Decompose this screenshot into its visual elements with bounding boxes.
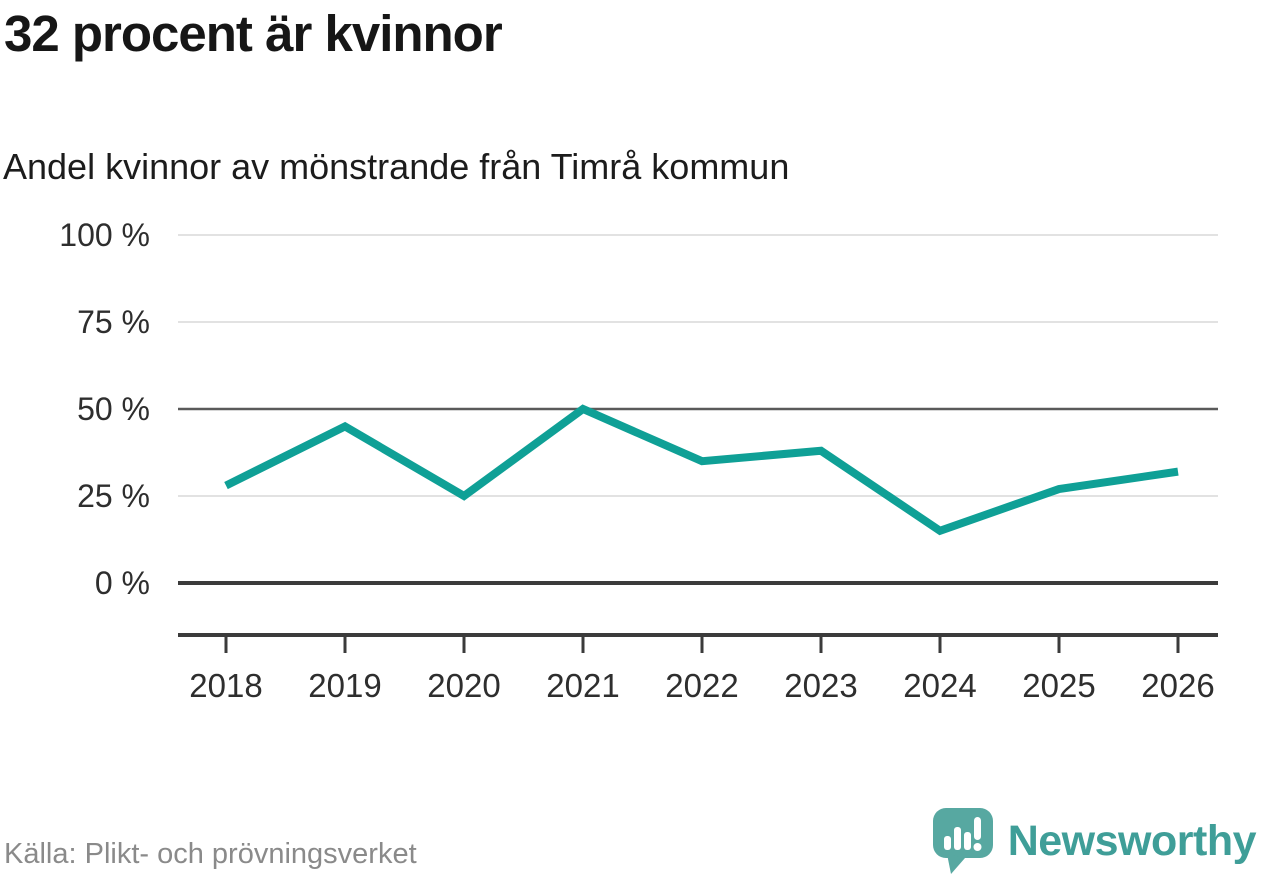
x-axis-tick-label: 2019 xyxy=(308,667,381,704)
x-axis-tick-label: 2023 xyxy=(784,667,857,704)
source-note: Källa: Plikt- och prövningsverket xyxy=(4,838,417,870)
newsworthy-brand: Newsworthy xyxy=(931,806,1257,876)
brand-name: Newsworthy xyxy=(1007,816,1257,865)
bar-chart-glyph xyxy=(943,827,971,850)
newsworthy-logo-icon xyxy=(932,808,993,874)
speech-bubble-shape xyxy=(932,808,993,874)
x-axis-tick-label: 2026 xyxy=(1141,667,1214,704)
exclamation-glyph xyxy=(973,817,982,851)
x-axis-tick-label: 2021 xyxy=(546,667,619,704)
page-title: 32 procent är kvinnor xyxy=(4,5,503,62)
line-chart-svg: 0 % 25 % 50 % 75 % 100 % 2018 2019 2020 2021 2022… xyxy=(59,217,1218,704)
y-axis-tick-label: 25 % xyxy=(77,478,150,514)
x-axis-tick-label: 2020 xyxy=(427,667,500,704)
trend-line xyxy=(224,404,1179,536)
y-axis-tick-label: 100 % xyxy=(59,217,150,253)
y-axis-tick-label: 0 % xyxy=(95,565,150,601)
chart-subtitle: Andel kvinnor av mönstrande från Timrå k… xyxy=(3,146,790,187)
y-axis-tick-label: 50 % xyxy=(77,391,150,427)
x-axis-tick-label: 2022 xyxy=(665,667,738,704)
y-axis-tick-label: 75 % xyxy=(77,304,150,340)
x-axis-tick-label: 2025 xyxy=(1022,667,1095,704)
x-axis-tick-label: 2018 xyxy=(189,667,262,704)
x-axis-tick-label: 2024 xyxy=(903,667,976,704)
